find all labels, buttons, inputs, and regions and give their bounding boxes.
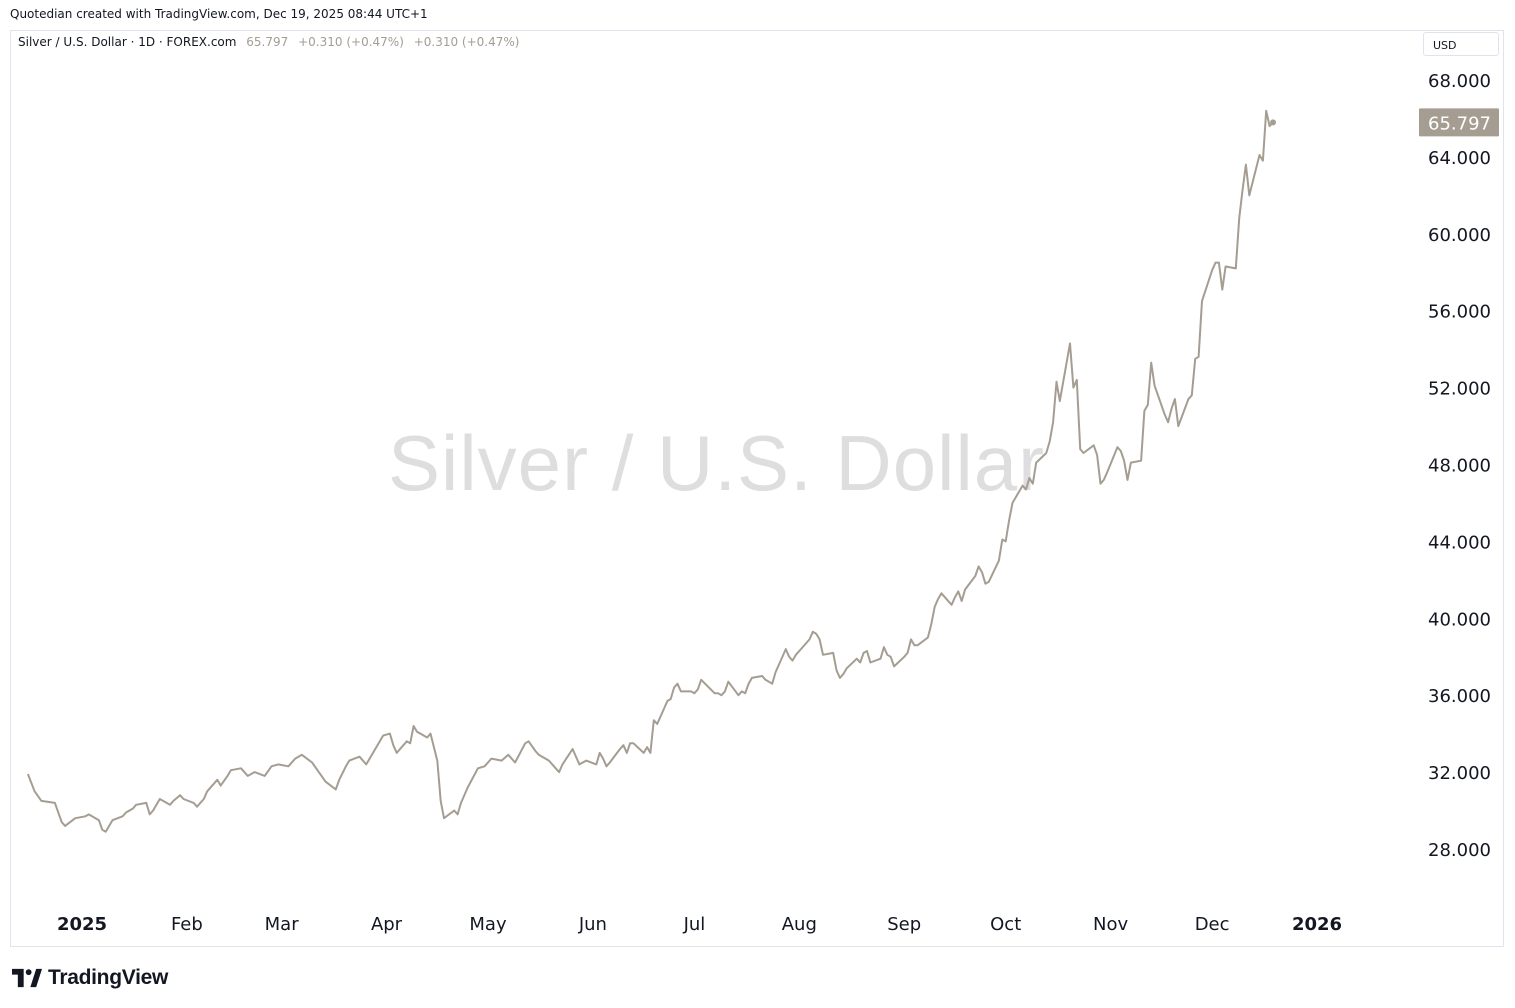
time-axis[interactable]: 2025 Feb Mar Apr May Jun Jul Aug Sep Oct Nov Dec 202… (57, 914, 1342, 935)
legend-change: +0.310 (+0.47%) (298, 35, 404, 49)
x-tick-label: Nov (1093, 914, 1128, 935)
legend-last-price: 65.797 (246, 35, 289, 49)
x-tick-label: Apr (371, 914, 403, 935)
x-tick-label: Dec (1195, 914, 1230, 935)
y-tick-label: 32.000 (1428, 763, 1491, 784)
tradingview-brand[interactable]: TradingView (12, 966, 168, 990)
x-tick-label: Jun (578, 914, 607, 935)
symbol-watermark: Silver / U.S. Dollar (388, 419, 1046, 507)
y-tick-label: 60.000 (1428, 225, 1491, 246)
y-tick-label: 52.000 (1428, 379, 1491, 400)
x-tick-label: May (469, 914, 507, 935)
currency-selector[interactable]: USD (1423, 32, 1499, 56)
y-tick-label: 40.000 (1428, 609, 1491, 630)
chart-credit: Quotedian created with TradingView.com, … (10, 7, 428, 21)
x-tick-label: Mar (265, 914, 300, 935)
x-tick-label: 2026 (1292, 914, 1342, 935)
last-price-marker (1270, 119, 1277, 126)
price-line-layer (26, 109, 1277, 833)
last-price-label: 65.797 (1428, 113, 1491, 134)
x-tick-label: Jul (683, 914, 706, 935)
tradingview-logo-icon (12, 968, 42, 988)
y-tick-label: 44.000 (1428, 532, 1491, 553)
tradingview-logo-text: TradingView (48, 966, 169, 989)
y-tick-label: 68.000 (1428, 71, 1491, 92)
x-tick-label: 2025 (57, 914, 107, 935)
price-axis[interactable]: 28.000 32.000 36.000 40.000 44.000 48.000 52.0… (1419, 71, 1499, 861)
symbol-legend: Silver / U.S. Dollar · 1D · FOREX.com 65… (18, 35, 519, 49)
y-tick-label: 64.000 (1428, 148, 1491, 169)
legend-change-percent: +0.310 (+0.47%) (413, 35, 520, 49)
y-tick-label: 48.000 (1428, 456, 1491, 477)
price-series-line (26, 109, 1274, 833)
chart-frame (10, 30, 1504, 947)
y-tick-label: 56.000 (1428, 302, 1491, 323)
last-price-label-bg (1419, 108, 1499, 137)
x-tick-label: Feb (171, 914, 203, 935)
legend-symbol[interactable]: Silver / U.S. Dollar · 1D · FOREX.com (18, 35, 237, 49)
x-tick-label: Sep (887, 914, 921, 935)
x-tick-label: Aug (782, 914, 817, 935)
y-tick-label: 28.000 (1428, 840, 1491, 861)
x-tick-label: Oct (990, 914, 1021, 935)
y-tick-label: 36.000 (1428, 686, 1491, 707)
